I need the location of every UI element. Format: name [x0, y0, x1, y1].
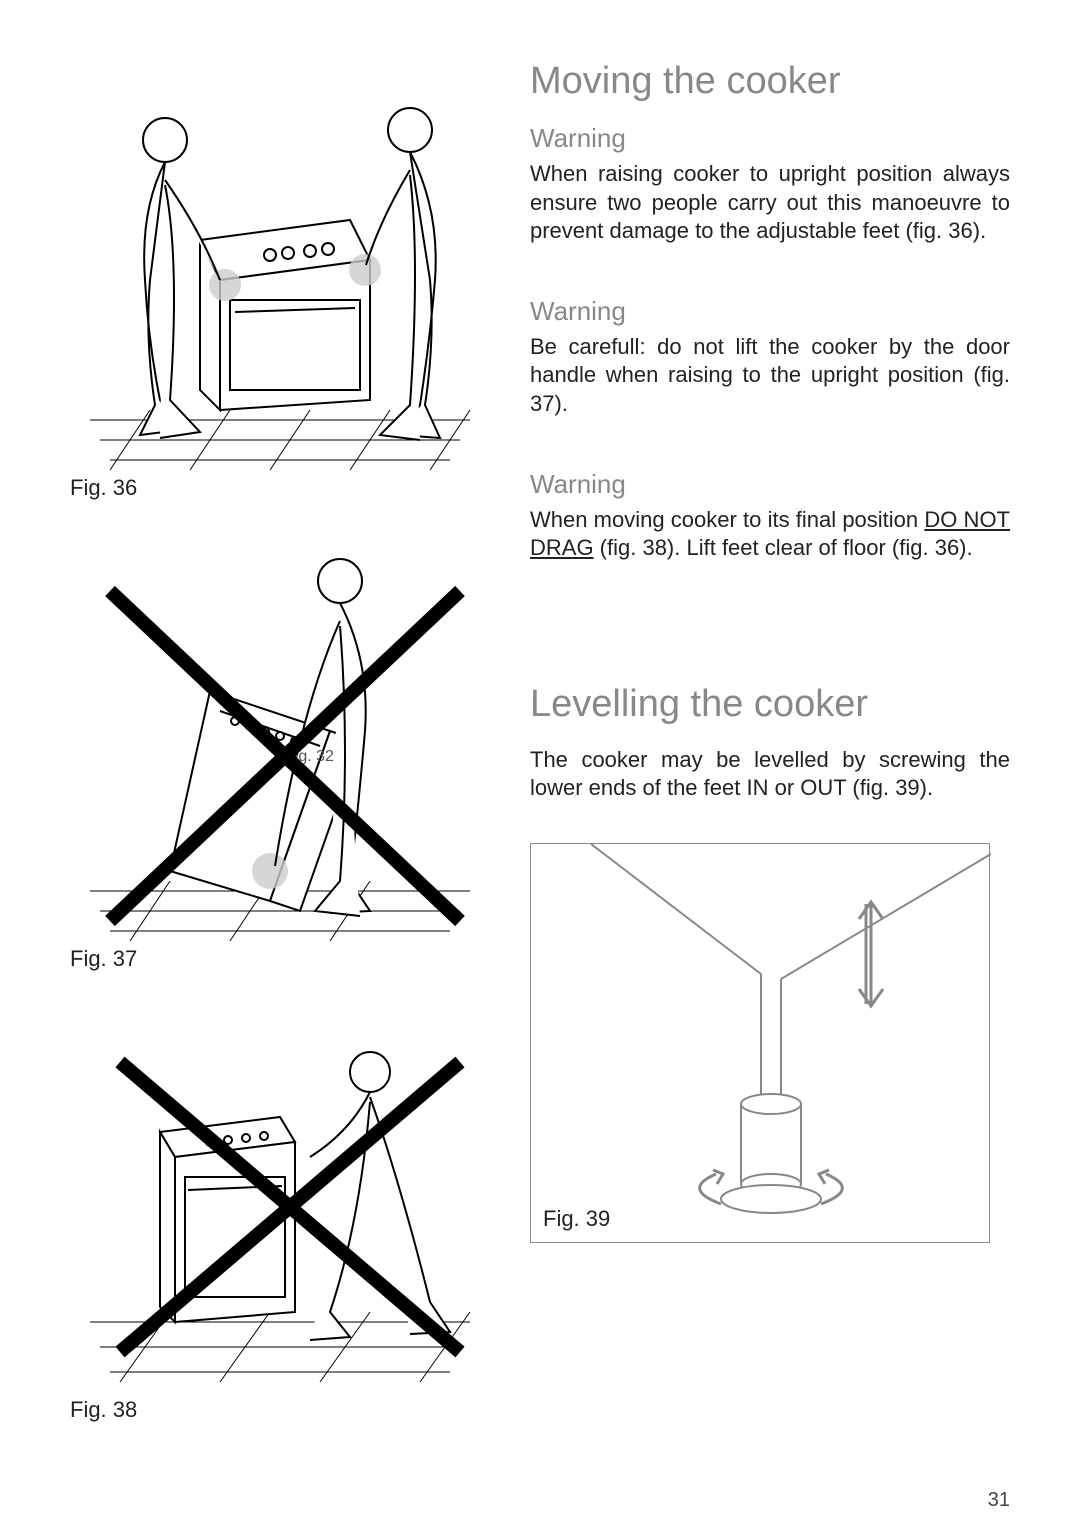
warning1-text: When raising cooker to upright position …: [530, 160, 1010, 246]
fig37-illustration: Fig. 32: [70, 531, 490, 951]
fig36-illustration: [70, 60, 490, 480]
figure-37: Fig. 32 Fig. 37: [70, 531, 490, 972]
warning2-text: Be carefull: do not lift the cooker by t…: [530, 333, 1010, 419]
page-layout: Fig. 36: [70, 60, 1010, 1423]
warning1-heading: Warning: [530, 123, 1010, 154]
fig39-caption: Fig. 39: [543, 1206, 610, 1232]
figures-column: Fig. 36: [70, 60, 490, 1423]
fig39-illustration: [531, 844, 991, 1244]
figure-39: Fig. 39: [530, 843, 990, 1243]
section2-title: Levelling the cooker: [530, 683, 1010, 726]
warning3-heading: Warning: [530, 469, 1010, 500]
fig38-illustration: [70, 1002, 490, 1402]
text-column: Moving the cooker Warning When raising c…: [530, 60, 1010, 1423]
figure-38: Fig. 38: [70, 1002, 490, 1423]
section1-title: Moving the cooker: [530, 60, 1010, 103]
warning3-text: When moving cooker to its final position…: [530, 506, 1010, 563]
warning3-post: (fig. 38). Lift feet clear of floor (fig…: [594, 535, 973, 560]
section2-text: The cooker may be levelled by screwing t…: [530, 746, 1010, 803]
figure-36: Fig. 36: [70, 60, 490, 501]
page-number: 31: [988, 1489, 1010, 1512]
warning3-pre: When moving cooker to its final position: [530, 507, 924, 532]
warning2-heading: Warning: [530, 296, 1010, 327]
